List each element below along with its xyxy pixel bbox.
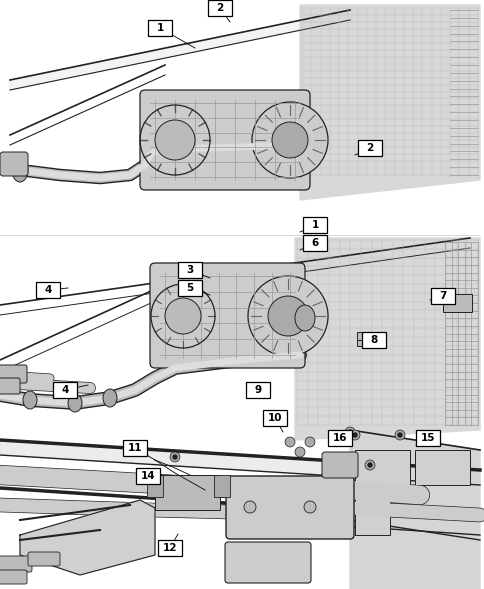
FancyBboxPatch shape: [53, 382, 77, 398]
Circle shape: [252, 102, 327, 178]
Polygon shape: [10, 10, 349, 90]
Circle shape: [348, 430, 351, 434]
Circle shape: [344, 427, 354, 437]
Text: 3: 3: [186, 265, 193, 275]
FancyBboxPatch shape: [0, 570, 27, 584]
Circle shape: [397, 433, 401, 437]
Circle shape: [247, 276, 327, 356]
FancyBboxPatch shape: [442, 294, 471, 312]
Polygon shape: [20, 500, 155, 575]
FancyBboxPatch shape: [0, 378, 20, 394]
Circle shape: [155, 120, 195, 160]
FancyBboxPatch shape: [245, 382, 270, 398]
Text: 9: 9: [254, 385, 261, 395]
Polygon shape: [0, 440, 479, 485]
Ellipse shape: [12, 158, 28, 182]
Circle shape: [165, 298, 200, 334]
FancyBboxPatch shape: [178, 280, 201, 296]
FancyBboxPatch shape: [361, 332, 385, 348]
Bar: [414, 450, 469, 485]
Polygon shape: [300, 5, 479, 200]
FancyBboxPatch shape: [10, 5, 469, 225]
Circle shape: [352, 433, 356, 437]
FancyBboxPatch shape: [36, 282, 60, 298]
Text: 6: 6: [311, 238, 318, 248]
Text: 15: 15: [420, 433, 434, 443]
Circle shape: [268, 296, 307, 336]
Bar: [155, 475, 220, 510]
Text: 12: 12: [163, 543, 177, 553]
FancyBboxPatch shape: [415, 430, 439, 446]
Polygon shape: [294, 238, 479, 440]
Bar: [354, 495, 389, 535]
Text: 1: 1: [156, 23, 163, 33]
Bar: [213, 475, 229, 497]
FancyBboxPatch shape: [28, 552, 60, 566]
Circle shape: [285, 437, 294, 447]
FancyBboxPatch shape: [158, 540, 182, 556]
Circle shape: [243, 501, 256, 513]
Polygon shape: [349, 430, 479, 589]
Ellipse shape: [103, 389, 117, 407]
FancyBboxPatch shape: [226, 476, 353, 539]
FancyBboxPatch shape: [136, 468, 160, 484]
Text: 1: 1: [311, 220, 318, 230]
Circle shape: [170, 452, 180, 462]
Circle shape: [304, 437, 314, 447]
FancyBboxPatch shape: [357, 140, 381, 156]
FancyBboxPatch shape: [225, 542, 310, 583]
Circle shape: [294, 447, 304, 457]
Text: 8: 8: [370, 335, 377, 345]
Text: 4: 4: [61, 385, 69, 395]
Text: 7: 7: [439, 291, 446, 301]
Text: 2: 2: [216, 3, 223, 13]
Circle shape: [367, 463, 371, 467]
FancyBboxPatch shape: [140, 90, 309, 190]
FancyBboxPatch shape: [0, 235, 479, 435]
Text: 5: 5: [186, 283, 193, 293]
Bar: [147, 475, 163, 497]
Circle shape: [303, 501, 316, 513]
FancyBboxPatch shape: [0, 556, 32, 572]
FancyBboxPatch shape: [321, 452, 357, 478]
Ellipse shape: [294, 305, 314, 331]
FancyBboxPatch shape: [356, 332, 380, 346]
Ellipse shape: [68, 394, 82, 412]
FancyBboxPatch shape: [150, 263, 304, 368]
FancyBboxPatch shape: [262, 410, 287, 426]
FancyBboxPatch shape: [327, 430, 351, 446]
Text: 10: 10: [267, 413, 282, 423]
Text: 2: 2: [365, 143, 373, 153]
FancyBboxPatch shape: [302, 217, 326, 233]
Text: 11: 11: [127, 443, 142, 453]
Circle shape: [364, 460, 374, 470]
FancyBboxPatch shape: [178, 262, 201, 278]
FancyBboxPatch shape: [302, 235, 326, 251]
FancyBboxPatch shape: [430, 288, 454, 304]
Text: 14: 14: [140, 471, 155, 481]
Bar: [354, 450, 409, 485]
Circle shape: [394, 430, 404, 440]
Circle shape: [272, 122, 307, 158]
FancyBboxPatch shape: [148, 20, 172, 36]
FancyBboxPatch shape: [208, 0, 231, 16]
FancyBboxPatch shape: [123, 440, 147, 456]
Text: 4: 4: [44, 285, 52, 295]
FancyBboxPatch shape: [0, 152, 28, 176]
Circle shape: [349, 430, 359, 440]
FancyBboxPatch shape: [0, 365, 27, 383]
Circle shape: [173, 455, 177, 459]
Text: 16: 16: [332, 433, 347, 443]
Ellipse shape: [23, 391, 37, 409]
